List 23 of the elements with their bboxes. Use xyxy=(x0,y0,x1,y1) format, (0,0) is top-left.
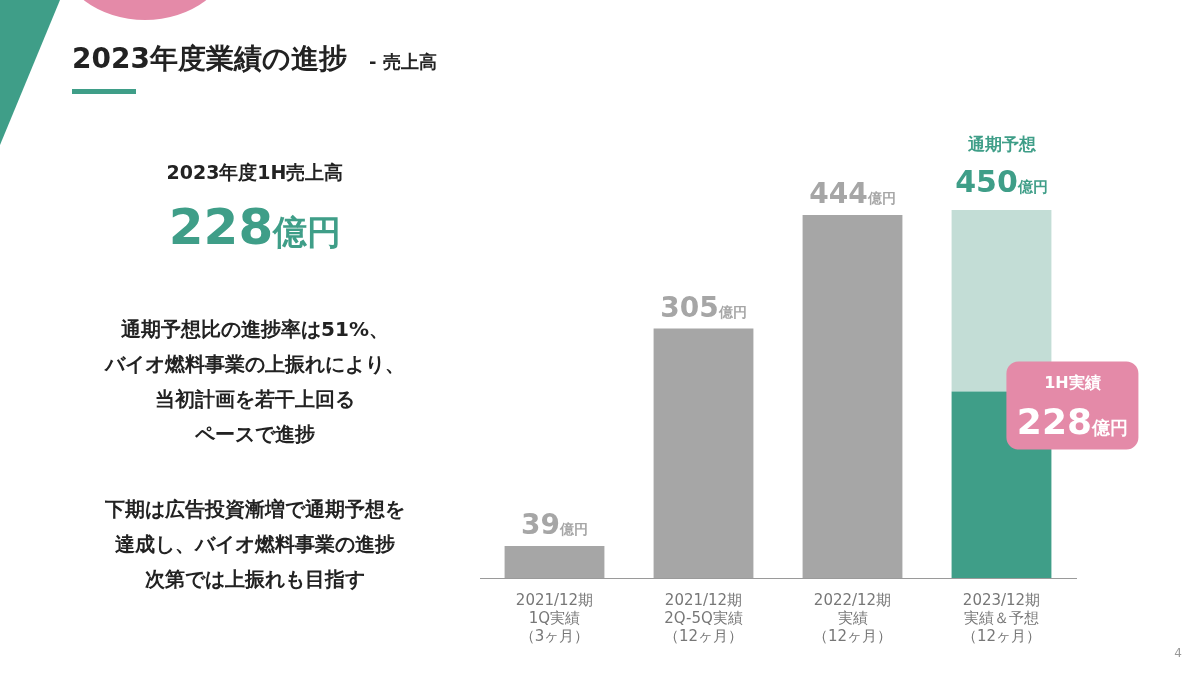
data-label: 444億円 xyxy=(809,176,896,210)
x-tick-label: 2022/12期実績（12ヶ月） xyxy=(812,590,893,645)
x-tick-label: 2021/12期2Q-5Q実績（12ヶ月） xyxy=(663,590,744,645)
total-label: 450億円 xyxy=(955,164,1048,199)
x-tick-label: 2023/12期実績＆予想（12ヶ月） xyxy=(961,590,1042,645)
text: 通期予想 xyxy=(966,134,1037,154)
x-tick-label: 2021/12期1Q実績（3ヶ月） xyxy=(515,590,594,645)
data-label: 305億円 xyxy=(660,290,747,324)
text: 下期は広告投資漸増で通期予想を xyxy=(104,496,406,523)
text: 228億円 xyxy=(168,198,342,256)
data-label: 228億円 xyxy=(1016,400,1128,442)
text: 達成し、バイオ燃料事業の進捗 xyxy=(114,531,396,558)
text: 次第では上振れも目指す xyxy=(144,566,366,593)
text: 2023年度1H売上高 xyxy=(165,160,345,185)
text: 当初計画を若干上回る xyxy=(154,386,356,413)
text: バイオ燃料事業の上振れにより、 xyxy=(103,351,406,378)
data-label: 39億円 xyxy=(521,508,588,542)
chart-subtitle: - 売上高 xyxy=(368,51,437,72)
annotation: 1H実績 xyxy=(1044,372,1101,392)
text: 2023年度業績の進捗 xyxy=(72,42,347,75)
text: 通期予想比の進捗率は51%、 xyxy=(120,316,390,343)
text: ペースで進捗 xyxy=(194,421,316,448)
text: 4 xyxy=(1174,646,1182,660)
